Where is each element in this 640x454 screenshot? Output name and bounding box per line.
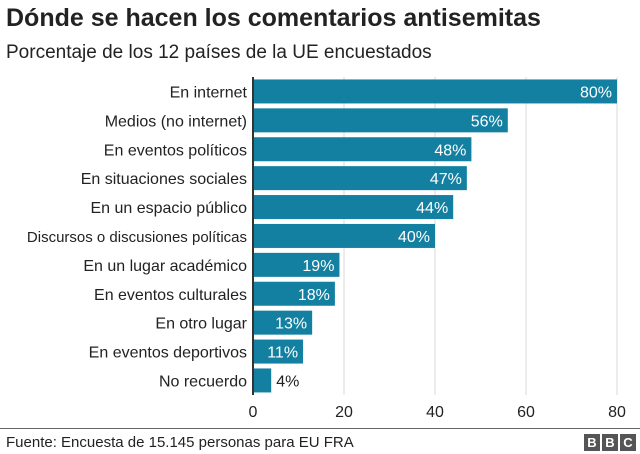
x-tick-label: 40 [426,404,444,421]
x-tick-label: 80 [608,404,626,421]
logo-letter: C [620,434,636,451]
data-label: 13% [275,316,307,333]
bar [253,137,472,162]
data-label: 80% [580,84,612,101]
x-tick-label: 20 [335,404,353,421]
category-label: Discursos o discusiones políticas [27,229,247,246]
bar [253,79,617,104]
category-label: Medios (no internet) [105,113,247,130]
bar [253,310,313,335]
data-label: 56% [471,113,503,130]
x-tick-label: 60 [517,404,535,421]
category-label: En eventos políticos [104,142,247,159]
bbc-logo: B B C [584,434,636,451]
data-label: 11% [267,345,298,362]
category-label: En eventos culturales [94,287,247,304]
bar [253,339,304,364]
bar [253,281,335,306]
data-label: 4% [276,373,299,390]
data-label: 19% [302,258,334,275]
logo-letter: B [602,434,618,451]
category-label: No recuerdo [159,373,247,390]
data-label: 40% [398,229,430,246]
bar [253,195,454,220]
category-label: En internet [170,84,248,101]
category-label: En situaciones sociales [81,171,247,188]
data-label: 47% [430,171,462,188]
data-label: 44% [416,200,448,217]
category-label: En un espacio público [90,200,247,217]
bar-chart: 0 20 40 60 80 En internet 80% Medios (no intern… [27,77,626,421]
category-label: En eventos deportivos [89,345,247,362]
bar [253,368,272,393]
bar [253,108,508,133]
data-label: 48% [434,142,466,159]
data-label: 18% [298,287,330,304]
category-label: En otro lugar [155,316,247,333]
category-label: En un lugar académico [83,258,247,275]
bar [253,223,435,248]
bar [253,252,340,277]
chart-title: Dónde se hacen los comentarios antisemit… [6,4,541,32]
logo-letter: B [584,434,600,451]
source-note: Fuente: Encuesta de 15.145 personas para… [6,434,354,451]
chart-subtitle: Porcentaje de los 12 países de la UE enc… [6,42,432,63]
footer-divider [0,428,640,429]
x-tick-label: 0 [249,404,258,421]
bar [253,166,467,191]
